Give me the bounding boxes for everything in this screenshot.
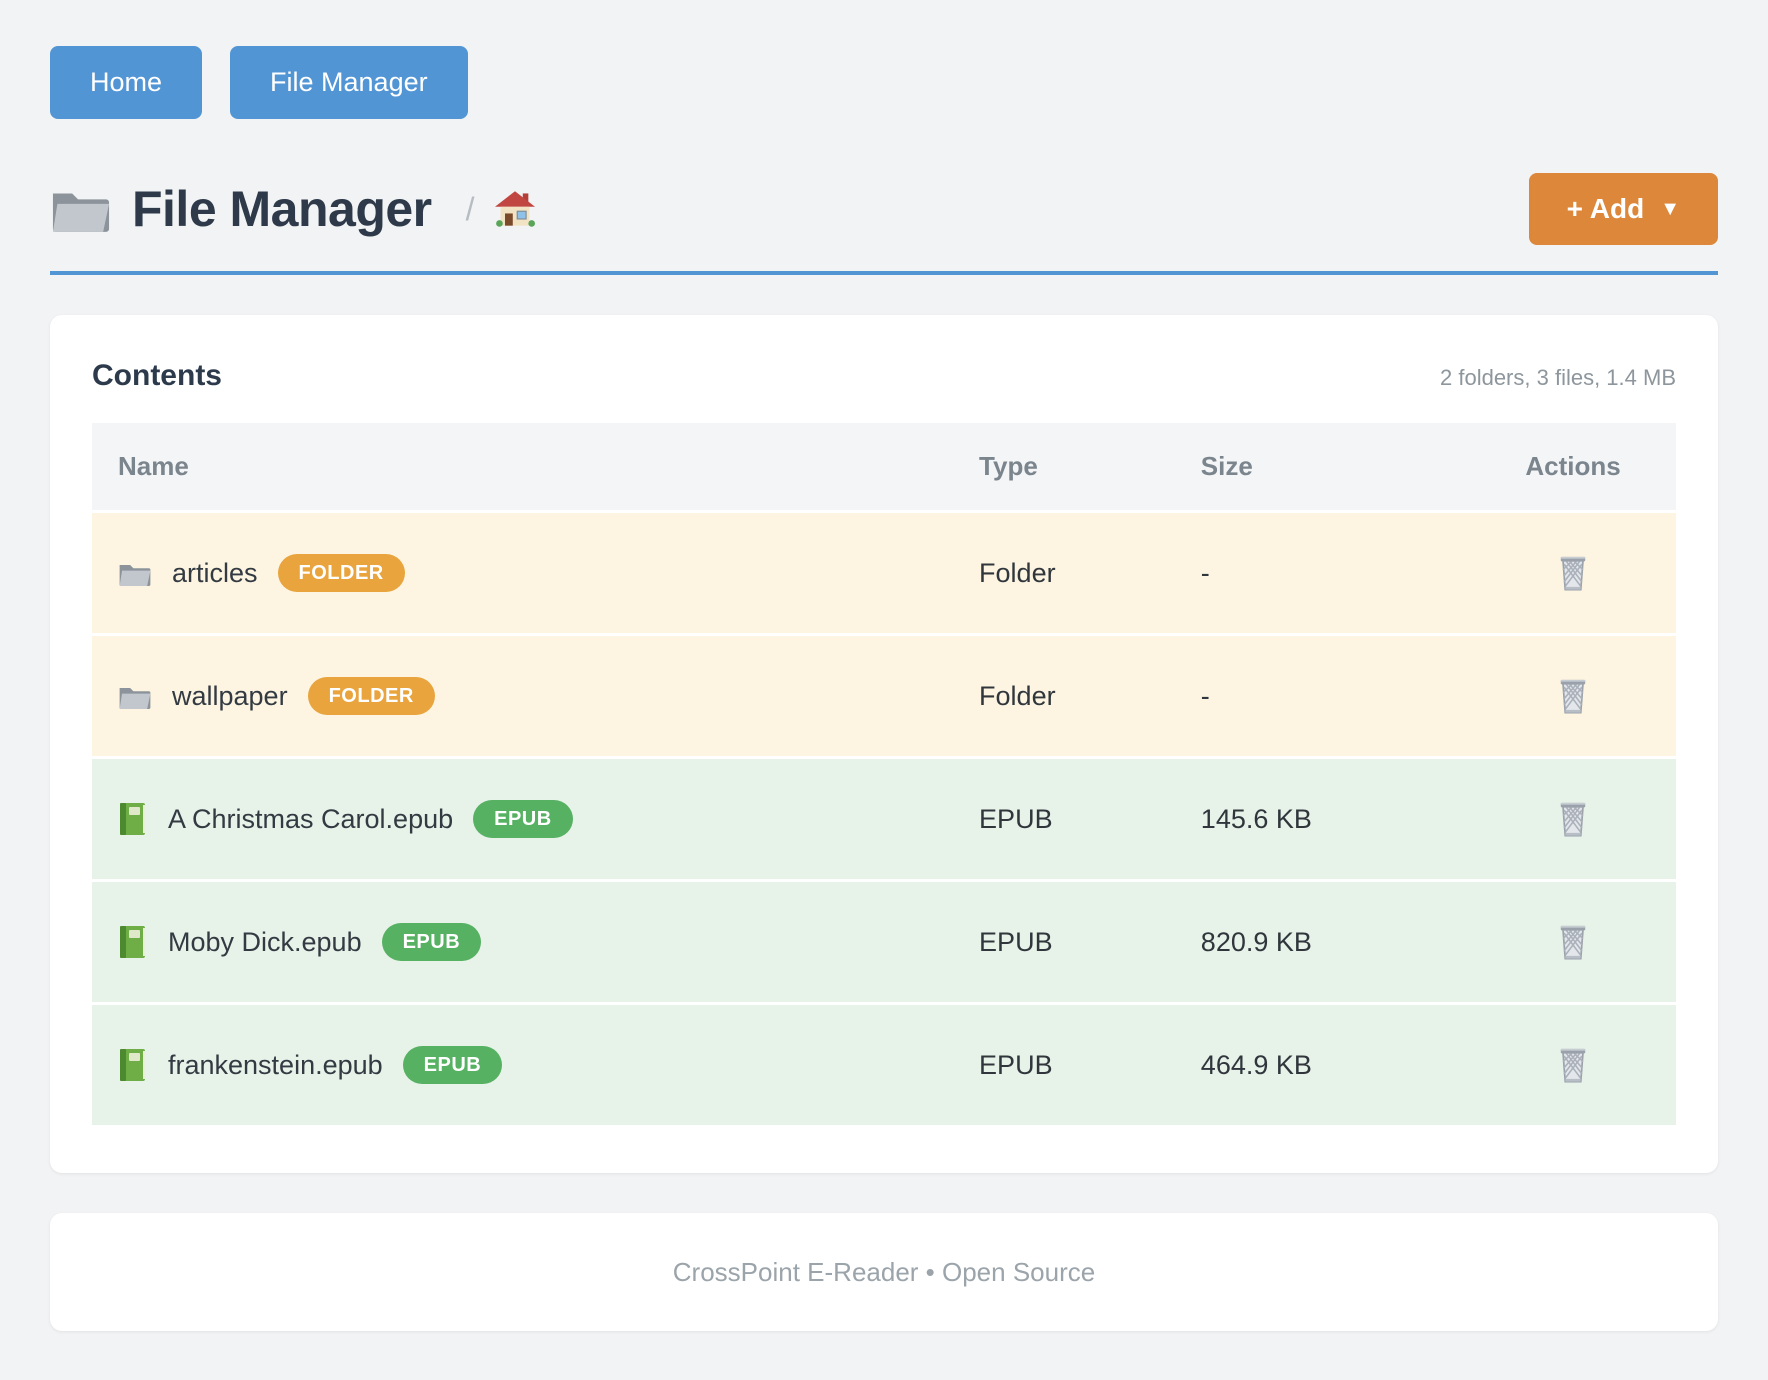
breadcrumb-separator: /: [465, 190, 475, 227]
home-button[interactable]: Home: [50, 46, 203, 119]
file-size: 820.9 KB: [1200, 879, 1471, 1004]
footer-card: CrossPoint E-Reader • Open Source: [50, 1213, 1718, 1331]
table-row: articles FOLDER Folder -: [92, 510, 1676, 635]
page-header: File Manager / + Add ▼: [50, 173, 1718, 245]
file-type: EPUB: [979, 1002, 1201, 1125]
delete-button[interactable]: [1552, 672, 1594, 720]
file-type: Folder: [979, 633, 1201, 758]
trash-icon: [1556, 922, 1590, 962]
epub-badge: EPUB: [473, 800, 573, 838]
file-size: 464.9 KB: [1200, 1002, 1471, 1125]
book-icon: [118, 924, 148, 960]
epub-badge: EPUB: [402, 1046, 503, 1084]
table-row: frankenstein.epub EPUB EPUB 464.9 KB: [92, 1002, 1676, 1125]
delete-button[interactable]: [1552, 549, 1594, 597]
trash-icon: [1556, 553, 1590, 593]
add-button-label: + Add: [1566, 193, 1645, 224]
trash-icon: [1556, 799, 1590, 839]
column-header-actions: Actions: [1470, 423, 1676, 512]
file-size: -: [1200, 633, 1471, 758]
home-breadcrumb-icon[interactable]: [493, 190, 536, 228]
contents-heading: Contents: [92, 359, 222, 392]
file-name-link[interactable]: articles: [172, 557, 258, 588]
column-header-name: Name: [92, 423, 980, 512]
delete-button[interactable]: [1552, 918, 1594, 966]
add-button[interactable]: + Add ▼: [1528, 173, 1718, 245]
trash-icon: [1556, 676, 1590, 716]
file-size: -: [1200, 510, 1471, 635]
contents-summary: 2 folders, 3 files, 1.4 MB: [1440, 365, 1676, 390]
book-icon: [118, 1047, 148, 1083]
title-group: File Manager /: [50, 180, 536, 238]
footer-text: CrossPoint E-Reader • Open Source: [672, 1256, 1096, 1287]
contents-card: Contents 2 folders, 3 files, 1.4 MB Name…: [50, 315, 1718, 1173]
title-divider: [50, 271, 1718, 275]
table-header-row: Name Type Size Actions: [92, 423, 1676, 512]
folder-icon: [50, 183, 112, 235]
folder-icon: [118, 559, 152, 588]
contents-header: Contents 2 folders, 3 files, 1.4 MB: [92, 359, 1676, 393]
folder-badge: FOLDER: [307, 677, 435, 715]
page-title: File Manager: [132, 181, 432, 237]
file-manager-button[interactable]: File Manager: [230, 46, 468, 119]
file-name-link[interactable]: Moby Dick.epub: [168, 926, 362, 957]
column-header-type: Type: [979, 423, 1201, 512]
file-name-link[interactable]: A Christmas Carol.epub: [168, 803, 454, 834]
table-row: Moby Dick.epub EPUB EPUB 820.9 KB: [92, 879, 1676, 1004]
file-table: Name Type Size Actions articles FOLDER: [92, 423, 1676, 1125]
chevron-down-icon: ▼: [1660, 197, 1680, 220]
table-row: wallpaper FOLDER Folder -: [92, 633, 1676, 758]
file-name-link[interactable]: wallpaper: [172, 680, 288, 711]
trash-icon: [1556, 1045, 1590, 1085]
top-nav: Home File Manager: [50, 0, 1718, 119]
file-size: 145.6 KB: [1200, 756, 1471, 881]
book-icon: [118, 801, 148, 837]
delete-button[interactable]: [1552, 795, 1594, 843]
file-name-link[interactable]: frankenstein.epub: [168, 1049, 383, 1080]
delete-button[interactable]: [1552, 1041, 1594, 1089]
page: Home File Manager File Manager / + Add ▼…: [50, 0, 1718, 1331]
folder-badge: FOLDER: [277, 554, 405, 592]
column-header-size: Size: [1200, 423, 1471, 512]
table-row: A Christmas Carol.epub EPUB EPUB 145.6 K…: [92, 756, 1676, 881]
folder-icon: [118, 682, 152, 711]
file-type: Folder: [979, 510, 1201, 635]
file-type: EPUB: [979, 879, 1201, 1004]
file-type: EPUB: [979, 756, 1201, 881]
epub-badge: EPUB: [381, 923, 482, 961]
